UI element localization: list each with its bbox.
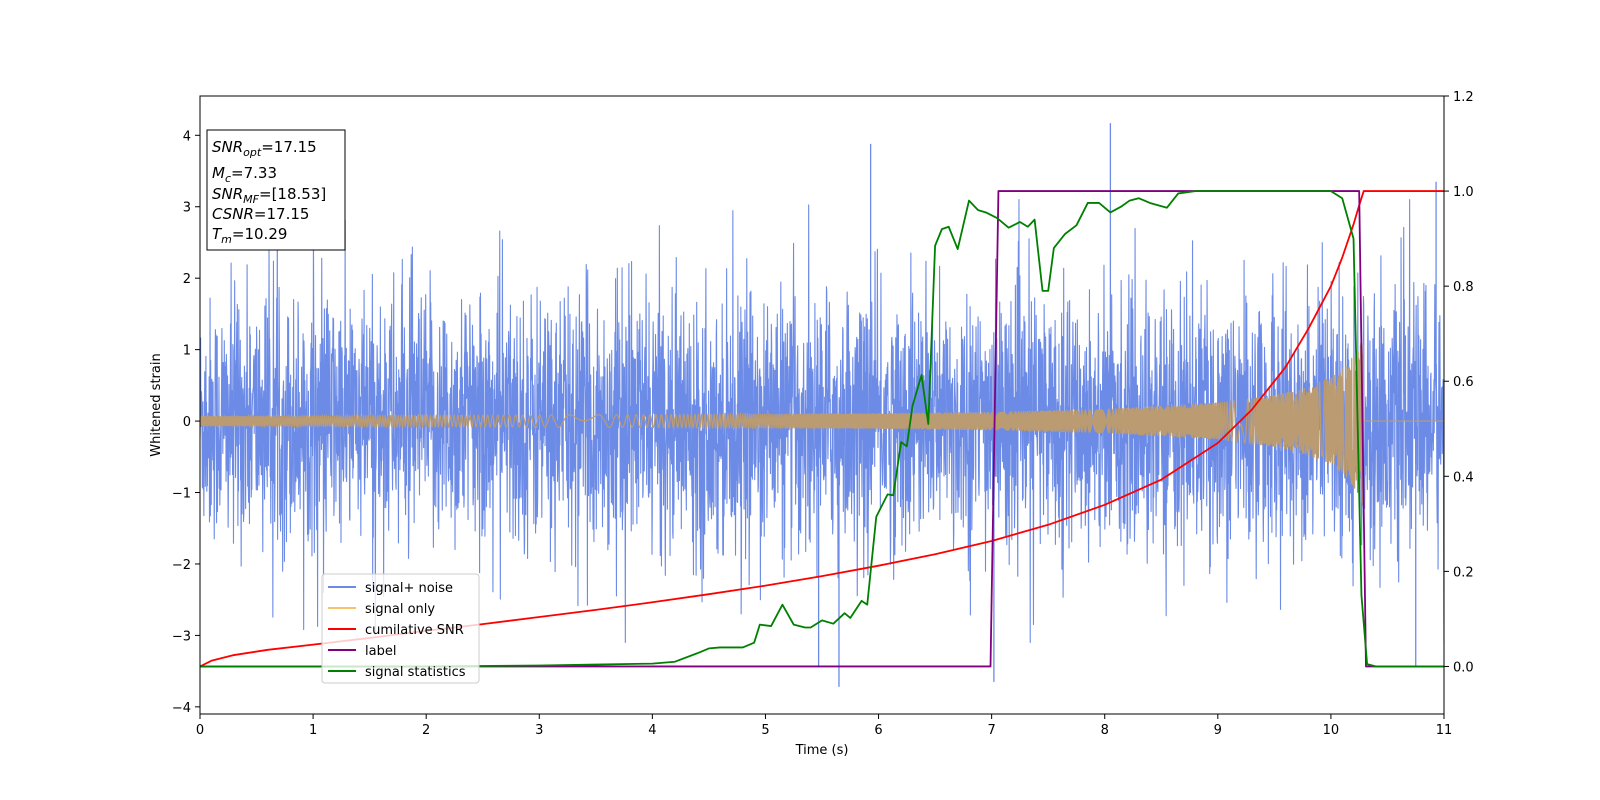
legend-item-cumulative-snr: cumilative SNR bbox=[328, 623, 464, 638]
legend: signal+ noise signal only cumilative SNR la… bbox=[321, 573, 480, 684]
x-tick-label: 3 bbox=[535, 723, 543, 738]
signal-only-series bbox=[200, 342, 1444, 506]
y2-tick-label: 0.6 bbox=[1453, 375, 1474, 390]
annotation-line-2: SNRMF=[18.53] bbox=[212, 185, 326, 206]
legend-label: label bbox=[365, 644, 396, 659]
y-tick-label: 3 bbox=[183, 201, 191, 216]
annotation-box: SNRopt=17.15 Mc=7.33SNRMF=[18.53]CSNR=17.… bbox=[206, 129, 346, 251]
x-tick-label: 11 bbox=[1436, 723, 1453, 738]
legend-label: cumilative SNR bbox=[365, 623, 464, 638]
legend-item-label: label bbox=[328, 644, 396, 659]
x-tick-label: 2 bbox=[422, 723, 430, 738]
signal-noise-line bbox=[200, 199, 1444, 644]
x-axis-label: Time (s) bbox=[795, 743, 849, 758]
signal-statistics-line bbox=[200, 190, 1444, 668]
annotation-line-3: CSNR=17.15 bbox=[212, 205, 309, 223]
y2-tick-label: 0.2 bbox=[1453, 565, 1474, 580]
x-tick-label: 1 bbox=[309, 723, 317, 738]
y-tick-label: −2 bbox=[172, 558, 191, 573]
y-tick-label: 1 bbox=[183, 344, 191, 359]
y-tick-label: 0 bbox=[183, 415, 191, 430]
y2-tick-label: 0.8 bbox=[1453, 280, 1474, 295]
y-axis-left: −4 −3 −2 −1 0 1 2 3 4 bbox=[172, 129, 200, 716]
y-tick-label: 4 bbox=[183, 129, 191, 144]
x-tick-label: 7 bbox=[987, 723, 995, 738]
x-tick-label: 6 bbox=[874, 723, 882, 738]
plot-frame bbox=[199, 95, 1445, 715]
y-axis-label: Whitened strain bbox=[149, 353, 164, 456]
x-tick-label: 9 bbox=[1214, 723, 1222, 738]
annotation-line-0: SNRopt=17.15 bbox=[212, 138, 317, 159]
y-axis-right: 0.0 0.2 0.4 0.6 0.8 1.0 1.2 bbox=[1444, 90, 1474, 675]
x-tick-label: 8 bbox=[1101, 723, 1109, 738]
y-tick-label: −1 bbox=[172, 487, 191, 502]
y2-tick-label: 1.0 bbox=[1453, 185, 1474, 200]
y-tick-label: −3 bbox=[172, 629, 191, 644]
x-tick-label: 0 bbox=[196, 723, 204, 738]
annotation-frame bbox=[206, 129, 346, 251]
legend-item-signal-only: signal only bbox=[328, 602, 435, 617]
y-tick-label: 2 bbox=[183, 272, 191, 287]
y2-tick-label: 1.2 bbox=[1453, 90, 1474, 105]
legend-label: signal statistics bbox=[365, 665, 466, 680]
signal-only-line bbox=[200, 342, 1444, 506]
x-tick-label: 4 bbox=[648, 723, 656, 738]
x-axis: 0 1 2 3 4 5 6 7 8 9 10 11 bbox=[196, 714, 1452, 738]
x-tick-label: 5 bbox=[761, 723, 769, 738]
y-tick-label: −4 bbox=[172, 701, 191, 716]
legend-item-signal-noise: signal+ noise bbox=[328, 581, 453, 596]
annotation-line-1: Mc=7.33 bbox=[212, 164, 277, 185]
legend-label: signal only bbox=[365, 602, 435, 617]
x-tick-label: 10 bbox=[1323, 723, 1340, 738]
annotation-line-4: Tm=10.29 bbox=[212, 225, 287, 246]
legend-frame bbox=[321, 573, 480, 684]
legend-item-signal-statistics: signal statistics bbox=[328, 665, 466, 680]
y2-tick-label: 0.4 bbox=[1453, 470, 1474, 485]
legend-label: signal+ noise bbox=[365, 581, 453, 596]
y2-tick-label: 0.0 bbox=[1453, 660, 1474, 675]
